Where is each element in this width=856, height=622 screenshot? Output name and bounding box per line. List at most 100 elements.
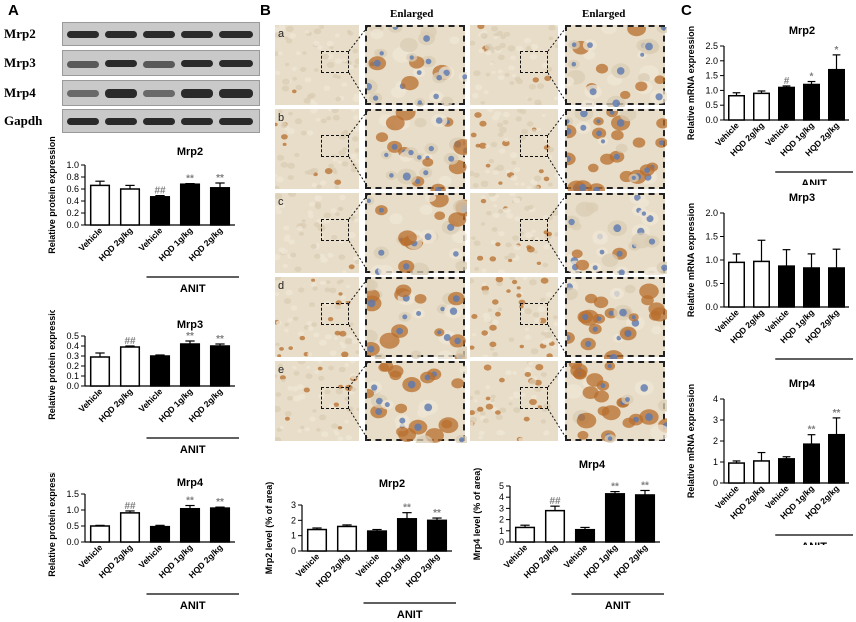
group-label: ANIT bbox=[605, 600, 631, 612]
y-tick-label: 0.8 bbox=[66, 172, 79, 182]
bar-1 bbox=[336, 525, 358, 552]
y-tick-label: 1 bbox=[291, 531, 296, 541]
y-tick-label: 0.0 bbox=[66, 220, 79, 230]
bar-2 bbox=[149, 196, 171, 226]
y-axis-label: Relative mRNA expression bbox=[686, 384, 696, 498]
group-label: ANIT bbox=[397, 609, 423, 621]
histology-enlarged-e-mrp2 bbox=[365, 361, 467, 443]
category-label: Vehicle bbox=[137, 542, 165, 570]
y-tick-label: 2 bbox=[499, 515, 504, 525]
zoom-region-box bbox=[321, 51, 349, 73]
chart-title: Mrp2 bbox=[177, 146, 203, 158]
histology-enlarged-d-mrp2 bbox=[365, 277, 467, 359]
y-tick-label: 0.5 bbox=[66, 331, 79, 341]
histology-enlarged-a-mrp4 bbox=[565, 25, 667, 107]
y-tick-label: 0.6 bbox=[66, 184, 79, 194]
significance-marker: ** bbox=[186, 174, 194, 185]
zoom-connector-lines bbox=[548, 109, 568, 189]
bar-1 bbox=[753, 460, 770, 484]
chart-a-mrp4-protein: Mrp4 0.0 0.5 1.0 1.5 Relative protein express… bbox=[47, 472, 239, 612]
y-tick-label: 0.0 bbox=[66, 537, 79, 547]
significance-marker: ** bbox=[186, 496, 194, 507]
bar-4 bbox=[209, 345, 231, 387]
category-label: Vehicle bbox=[77, 386, 105, 414]
bar-0 bbox=[728, 94, 745, 121]
chart-c-mrp2-mrna: Mrp2 0.0 0.5 1.0 1.5 2.0 2.5 Relative mRNA expr… bbox=[686, 25, 853, 185]
chart-title: Mrp2 bbox=[379, 478, 405, 490]
zoom-region-box bbox=[520, 51, 548, 73]
histology-row-letter-d: d bbox=[278, 280, 285, 292]
histology-enlarged-b-mrp4 bbox=[565, 109, 667, 191]
bar-1 bbox=[119, 188, 141, 226]
panel-b-letter: B bbox=[260, 2, 271, 19]
bar-0 bbox=[89, 356, 111, 387]
chart-title: Mrp4 bbox=[579, 459, 606, 471]
bar-2 bbox=[778, 86, 795, 121]
y-tick-label: 5 bbox=[499, 481, 504, 491]
chart-b-mrp4-area: Mrp4 012 345 Mrp4 level (% of area) Vehicle #… bbox=[472, 459, 664, 612]
y-tick-label: 2.0 bbox=[705, 56, 718, 66]
y-tick-label: 0.0 bbox=[705, 302, 718, 312]
category-label: Vehicle bbox=[77, 542, 105, 570]
zoom-region-box bbox=[321, 303, 349, 325]
group-label: ANIT bbox=[801, 541, 827, 545]
y-axis-label: Relative protein expression bbox=[47, 472, 57, 577]
y-tick-label: 2.5 bbox=[705, 41, 718, 51]
y-axis-label: Relative protein expression bbox=[47, 136, 57, 254]
histology-row-letter-a: a bbox=[278, 28, 285, 40]
y-tick-label: 0.2 bbox=[66, 208, 79, 218]
y-axis-label: Mrp2 level (% of area) bbox=[264, 482, 274, 575]
y-tick-label: 1 bbox=[713, 457, 718, 467]
y-tick-label: 1.5 bbox=[705, 71, 718, 81]
bar-0 bbox=[514, 526, 536, 543]
bar-2 bbox=[366, 530, 388, 552]
significance-marker: ## bbox=[549, 496, 561, 507]
bar-0 bbox=[728, 462, 745, 484]
bar-2 bbox=[149, 525, 171, 543]
group-label: ANIT bbox=[180, 600, 206, 612]
bar-3 bbox=[803, 83, 820, 121]
enlarged-label-left: Enlarged bbox=[390, 8, 434, 20]
bar-3 bbox=[803, 443, 820, 484]
y-tick-label: 0.1 bbox=[66, 371, 79, 381]
y-tick-label: 0.3 bbox=[66, 351, 79, 361]
y-tick-label: 4 bbox=[713, 394, 718, 404]
zoom-connector-lines bbox=[548, 277, 568, 357]
panel-c-letter: C bbox=[681, 2, 692, 19]
y-tick-label: 0.5 bbox=[705, 100, 718, 110]
y-tick-label: 1.0 bbox=[66, 160, 79, 170]
bar-1 bbox=[119, 512, 141, 543]
y-axis-label: Relative protein expression bbox=[47, 310, 57, 420]
bar-3 bbox=[179, 343, 201, 387]
y-tick-label: 1.0 bbox=[66, 505, 79, 515]
histology-section-d-mrp4 bbox=[470, 277, 558, 357]
significance-marker: * bbox=[810, 72, 814, 83]
bar-4 bbox=[828, 68, 845, 121]
bar-4 bbox=[828, 267, 845, 308]
blot-label-mrp4: Mrp4 bbox=[4, 85, 36, 100]
significance-marker: ** bbox=[611, 482, 619, 493]
group-label: ANIT bbox=[801, 178, 827, 185]
y-tick-label: 4 bbox=[499, 492, 504, 502]
chart-c-mrp3-mrna: Mrp3 0.0 0.5 1.0 1.5 2.0 Relative mRNA express… bbox=[686, 192, 853, 360]
chart-title: Mrp2 bbox=[789, 25, 815, 37]
y-tick-label: 1 bbox=[499, 526, 504, 536]
zoom-connector-lines bbox=[349, 193, 369, 273]
blot-label-mrp3: Mrp3 bbox=[4, 55, 36, 70]
y-axis-label: Relative mRNA expression bbox=[686, 203, 696, 317]
histology-section-b-mrp4 bbox=[470, 109, 558, 189]
significance-marker: # bbox=[784, 76, 790, 87]
zoom-connector-lines bbox=[349, 109, 369, 189]
significance-marker: ** bbox=[216, 334, 224, 345]
histology-enlarged-b-mrp2 bbox=[365, 109, 467, 191]
zoom-region-box bbox=[520, 303, 548, 325]
zoom-connector-lines bbox=[349, 277, 369, 357]
bar-1 bbox=[753, 260, 770, 308]
y-tick-label: 3 bbox=[713, 415, 718, 425]
zoom-connector-lines bbox=[349, 25, 369, 105]
chart-title: Mrp3 bbox=[789, 192, 815, 204]
y-tick-label: 0.4 bbox=[66, 341, 79, 351]
zoom-region-box bbox=[520, 219, 548, 241]
y-tick-label: 2 bbox=[713, 436, 718, 446]
